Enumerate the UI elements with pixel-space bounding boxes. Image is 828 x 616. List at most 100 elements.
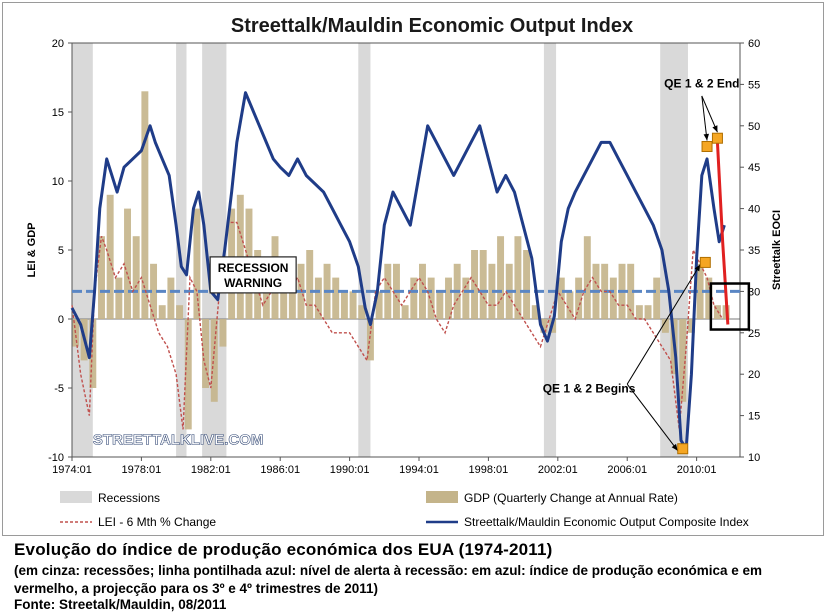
recession-warning-label: WARNING — [224, 276, 282, 290]
projection-line — [715, 142, 730, 325]
gdp-bar — [366, 319, 374, 361]
gdp-bar — [627, 263, 635, 319]
gdp-bar — [436, 291, 444, 319]
gdp-bar — [332, 277, 340, 319]
gdp-bar — [358, 305, 366, 319]
right-tick-label: 50 — [748, 121, 760, 133]
gdp-bar — [89, 319, 97, 388]
x-tick-label: 1994:01 — [399, 464, 439, 476]
recession-band — [543, 43, 557, 457]
gdp-bar — [566, 291, 574, 319]
caption-title: Evolução do índice de produção económica… — [14, 540, 553, 559]
left-tick-label: 10 — [52, 176, 64, 188]
gdp-bar — [202, 319, 210, 388]
gdp-bar — [115, 277, 123, 319]
gdp-bar — [375, 291, 383, 319]
gdp-bar — [705, 277, 713, 319]
arrow-head — [694, 264, 701, 272]
x-tick-label: 1998:01 — [469, 464, 509, 476]
gdp-bar — [427, 277, 435, 319]
right-tick-label: 25 — [748, 328, 760, 340]
gdp-bar — [124, 208, 131, 319]
qe-marker — [701, 141, 713, 152]
left-axis-label: LEI & GDP — [26, 222, 38, 277]
caption-source: Fonte: Streetalk/Mauldin, 08/2011 — [14, 597, 227, 612]
gdp-bar — [523, 250, 531, 319]
x-tick-label: 1974:01 — [52, 464, 92, 476]
recession-warning-box — [209, 256, 297, 294]
gdp-bar — [158, 305, 166, 319]
arrow-head — [703, 133, 709, 141]
right-tick-label: 45 — [748, 162, 760, 174]
gdp-bar — [141, 91, 149, 319]
gdp-bar — [132, 236, 140, 319]
legend-label-eoci: Streettalk/Mauldin Economic Output Compo… — [464, 515, 749, 529]
gdp-bar — [280, 277, 288, 319]
gdp-bar — [609, 277, 617, 319]
annotation-arrow — [626, 264, 701, 385]
gdp-bar — [479, 250, 487, 319]
gdp-bar — [410, 277, 418, 319]
right-tick-label: 35 — [748, 245, 760, 257]
qe-begins-label: QE 1 & 2 Begins — [543, 381, 636, 395]
gdp-bar — [184, 319, 192, 430]
gdp-bar — [401, 305, 409, 319]
gdp-bar — [210, 319, 218, 402]
right-tick-label: 40 — [748, 204, 760, 216]
gdp-bar — [306, 250, 314, 319]
gdp-bar — [98, 236, 105, 319]
x-tick-label: 2010:01 — [677, 464, 717, 476]
legend-label-recessions: Recessions — [98, 491, 160, 505]
qe-end-label: QE 1 & 2 End — [664, 77, 739, 91]
x-tick-label: 2002:01 — [538, 464, 578, 476]
x-tick-label: 1986:01 — [260, 464, 300, 476]
right-tick-label: 10 — [748, 452, 760, 464]
legend-swatch-gdp — [426, 491, 458, 503]
arrow-head — [712, 125, 718, 133]
arrow-head — [671, 443, 678, 451]
qe-marker — [711, 132, 723, 144]
gdp-bar — [462, 277, 470, 319]
recession-band — [176, 43, 187, 457]
gdp-bar — [445, 277, 452, 319]
legend-label-gdp: GDP (Quarterly Change at Annual Rate) — [464, 491, 678, 505]
gdp-bar — [679, 319, 687, 402]
gdp-bar — [288, 277, 296, 319]
qe-marker — [677, 443, 689, 455]
left-tick-label: 0 — [58, 314, 64, 326]
x-tick-label: 2006:01 — [607, 464, 647, 476]
gdp-bar — [340, 291, 348, 319]
right-tick-label: 15 — [748, 411, 760, 423]
annotation-arrow — [701, 95, 718, 133]
right-axis-label: Streettalk EOCI — [771, 210, 783, 290]
gdp-bar — [696, 263, 704, 319]
left-tick-label: -10 — [48, 452, 64, 464]
annotation-arrow — [626, 383, 679, 452]
gdp-bar — [167, 277, 175, 319]
legend-swatch-recessions — [60, 491, 92, 503]
gdp-bar — [349, 291, 357, 319]
right-tick-label: 30 — [748, 286, 760, 298]
chart: Streettalk/Mauldin Economic Output Index… — [26, 15, 783, 529]
gdp-bar — [713, 305, 721, 319]
left-tick-label: 15 — [52, 107, 64, 119]
gdp-bar — [540, 319, 548, 333]
left-tick-label: 5 — [58, 245, 64, 257]
x-tick-label: 1978:01 — [122, 464, 162, 476]
chart-title: Streettalk/Mauldin Economic Output Index — [231, 15, 633, 37]
gdp-bar — [635, 305, 643, 319]
caption-body: (em cinza: recessões; linha pontilhada a… — [14, 563, 762, 596]
gdp-bar — [557, 277, 565, 319]
gdp-bar — [471, 250, 479, 319]
lei-line — [71, 221, 724, 430]
gdp-bar — [583, 236, 591, 319]
annotation-arrow — [701, 95, 708, 141]
legend-label-lei: LEI - 6 Mth % Change — [98, 515, 216, 529]
right-tick-label: 55 — [748, 79, 760, 91]
gdp-bar — [497, 236, 505, 319]
projection-box — [709, 282, 751, 331]
right-tick-label: 20 — [748, 369, 760, 381]
gdp-bar — [488, 263, 496, 319]
plot-area — [71, 42, 741, 458]
recession-band — [358, 43, 371, 457]
